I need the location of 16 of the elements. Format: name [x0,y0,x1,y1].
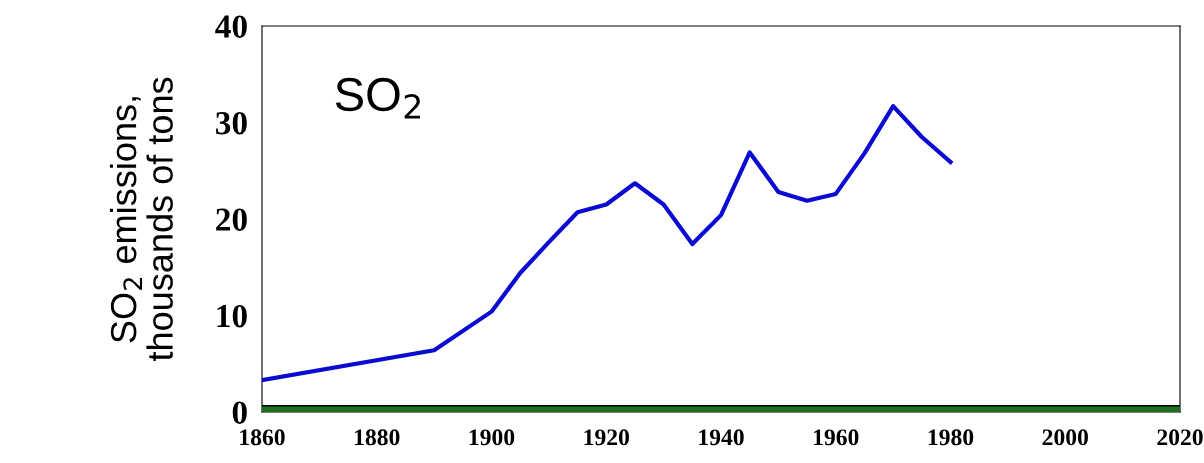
x-tick-label: 1980 [928,429,974,446]
x-tick-label: 1860 [240,429,285,446]
y-tick-label: 40 [215,15,247,38]
y-tick-label: 20 [216,208,247,231]
y-axis-title: SO$_{2}$ emissions, thousands of tons [109,77,173,361]
x-tick-label: 2020 [1157,429,1203,446]
y-tick-label: 10 [217,304,247,328]
x-tick-label: 1900 [469,429,515,446]
x-tick-label: 2000 [1042,429,1088,446]
y-tick-label: 30 [216,111,247,135]
x-tick-label: 1920 [584,429,629,446]
annotation: SO$_{2}$ [335,77,420,119]
y-tick-label: 0 [232,401,247,424]
x-tick-label: 1960 [814,429,859,446]
x-tick-label: 1940 [699,429,744,446]
x-tick-label: 1880 [355,429,400,446]
